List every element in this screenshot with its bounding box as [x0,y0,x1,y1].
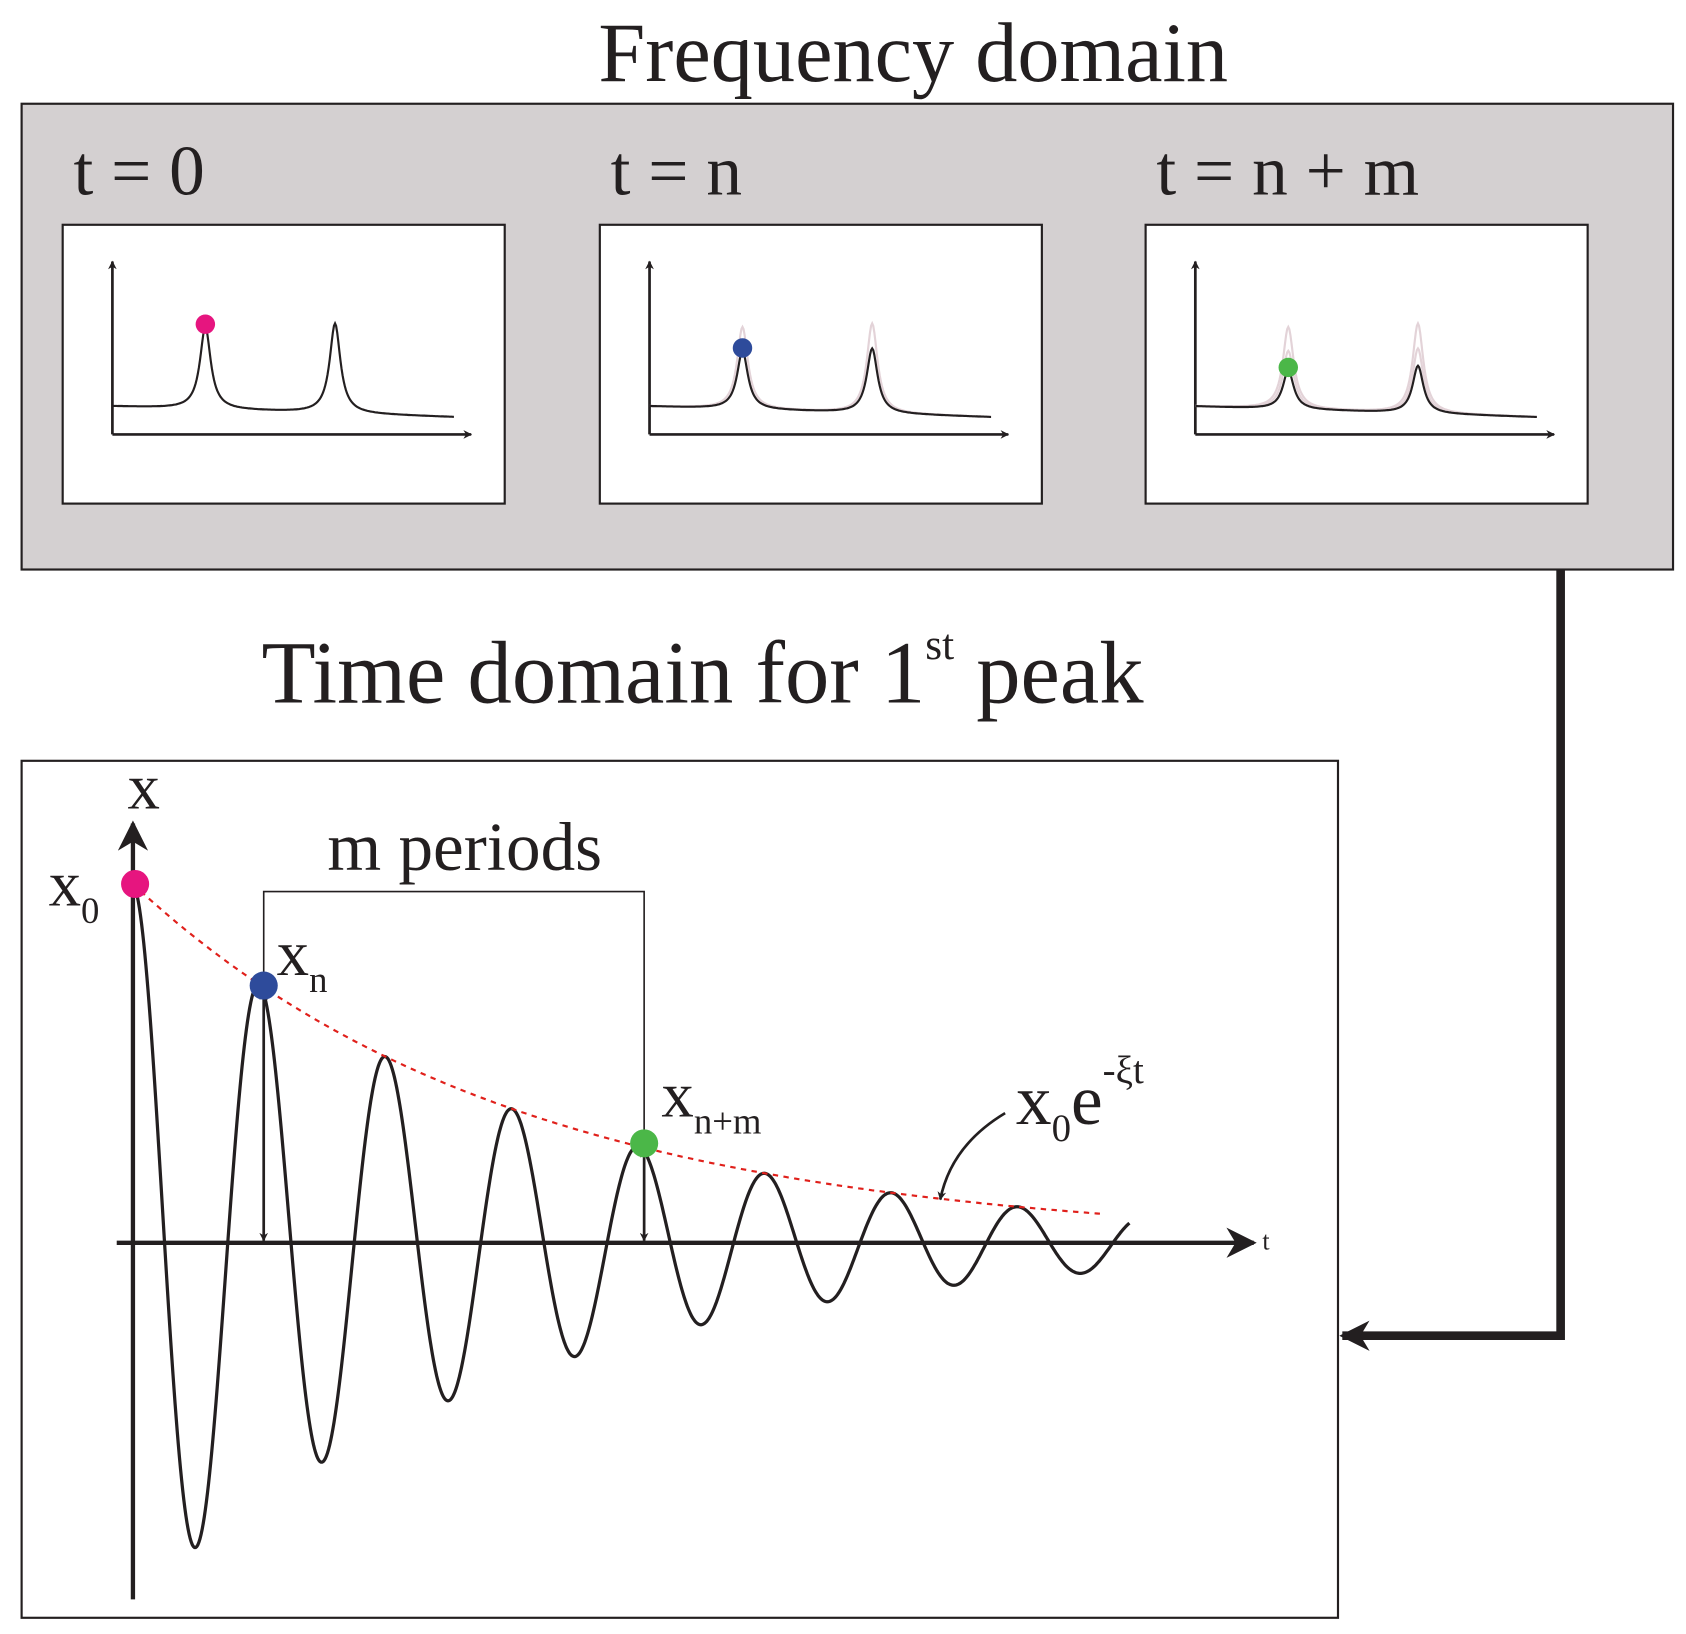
spectrum [649,346,992,419]
peak-dot [195,314,216,334]
label-sub: 0 [1052,1107,1071,1150]
title-main: Time domain for 1 [261,624,925,722]
damped-wave [131,883,1131,1550]
bracket-label: m periods [327,808,602,885]
panel-label: t = 0 [73,132,204,211]
point-label: xn+m [661,1059,761,1141]
label-base: x [49,849,81,921]
point-xnm [630,1129,659,1158]
label-base: x [277,918,309,990]
label-sub: 0 [81,890,99,931]
panels [61,223,1589,505]
label-base: x [661,1059,693,1131]
y-axis-label: x [128,751,160,823]
panel-label: t = n + m [1156,132,1419,211]
envelope-pointer [937,1111,1006,1201]
panel-box [1144,223,1589,505]
spectrum [112,320,454,418]
label-mid: e [1071,1061,1103,1140]
label-sup: -ξt [1103,1049,1144,1092]
x-axis-label: t [1262,1226,1270,1255]
label-sub: n [309,959,327,1000]
connector-arrow [1339,569,1565,1351]
label-sub: n+m [694,1101,762,1142]
panel-box [598,223,1043,505]
envelope-label: x0e-ξt [1016,1049,1144,1150]
frequency-title: Frequency domain [598,7,1228,100]
point-x0 [121,869,150,899]
title-end: peak [954,624,1144,722]
point-xn [249,971,278,1000]
envelope [132,883,1102,1215]
time-title: Time domain for 1st peak [261,621,1144,722]
label-base: x [1016,1061,1052,1140]
peak-dot [1278,357,1299,378]
point-label: xn [277,918,328,1000]
bracket [262,890,645,1144]
title-sup: st [925,621,954,669]
peak-dot [732,338,753,358]
spectrum [1195,363,1537,419]
panel-box [61,223,506,505]
panel-label: t = n [611,132,742,211]
time-box [20,759,1340,1619]
point-label: x0 [49,849,100,931]
